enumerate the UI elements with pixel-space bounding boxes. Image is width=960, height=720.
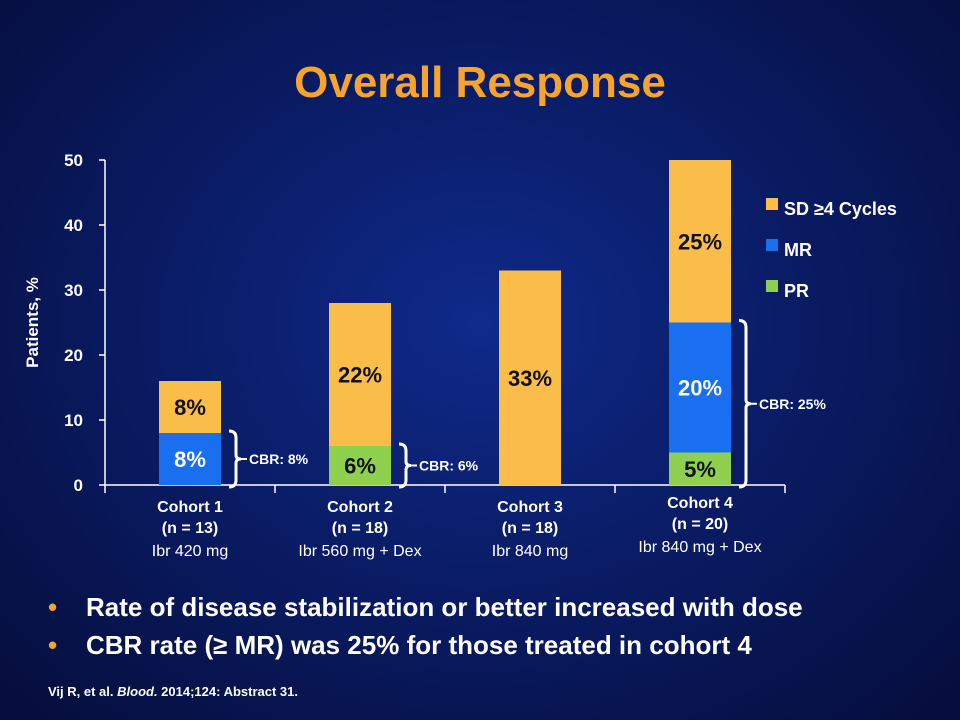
slide-title: Overall Response bbox=[294, 58, 666, 107]
cbr-bracket bbox=[738, 319, 752, 489]
legend-label: MR bbox=[784, 240, 812, 260]
chart-labels: 6% 5% 8% 20% 8% 22% 33% 25% CBR: 8% CBR: 6% CBR: 2… bbox=[174, 229, 826, 489]
citation-details: 2014;124: Abstract 31. bbox=[157, 684, 298, 699]
x-tick-label: Cohort 2 bbox=[327, 499, 393, 516]
y-tick-label: 20 bbox=[64, 346, 83, 365]
citation-journal: Blood. bbox=[117, 684, 158, 699]
bullet-text: CBR rate (≥ MR) was 25% for those treate… bbox=[86, 630, 752, 660]
citation: Vij R, et al. Blood. 2014;124: Abstract … bbox=[48, 684, 298, 699]
chart-bars bbox=[159, 160, 731, 485]
bullet-item: • CBR rate (≥ MR) was 25% for those trea… bbox=[48, 626, 928, 664]
x-tick-sublabel: Ibr 560 mg + Dex bbox=[298, 543, 421, 560]
legend-label: PR bbox=[784, 281, 809, 301]
chart-axes: 0 10 20 30 40 50 Patients, % Cohort 1 (n = 13) Ib… bbox=[23, 151, 786, 560]
data-label: 5% bbox=[684, 457, 716, 482]
legend-label: SD ≥4 Cycles bbox=[784, 199, 897, 219]
data-label: 8% bbox=[174, 395, 206, 420]
cbr-annotation: CBR: 8% bbox=[249, 451, 309, 467]
bar-segment bbox=[329, 303, 391, 446]
bullet-icon: • bbox=[48, 630, 58, 660]
data-label: 25% bbox=[678, 229, 722, 254]
citation-authors: Vij R, et al. bbox=[48, 684, 118, 699]
y-axis-label: Patients, % bbox=[23, 277, 42, 368]
y-tick-label: 30 bbox=[64, 281, 83, 300]
x-tick-label: (n = 20) bbox=[672, 516, 728, 533]
legend-swatch bbox=[766, 198, 778, 210]
bar-segment bbox=[669, 322, 731, 453]
bullet-icon: • bbox=[48, 592, 58, 622]
bar-segment bbox=[669, 452, 731, 485]
x-tick-label: Cohort 3 bbox=[497, 499, 563, 516]
legend-swatch bbox=[766, 280, 778, 292]
y-tick-label: 10 bbox=[64, 411, 83, 430]
data-label: 22% bbox=[338, 363, 382, 388]
bar-segment bbox=[159, 381, 221, 433]
bullet-item: • Rate of disease stabilization or bette… bbox=[48, 588, 928, 626]
x-tick-sublabel: Ibr 840 mg bbox=[492, 543, 568, 560]
x-tick-label: (n = 18) bbox=[332, 520, 388, 537]
chart-legend: SD ≥4 Cycles MR PR bbox=[766, 198, 897, 301]
x-tick-label: Cohort 4 bbox=[667, 495, 733, 512]
bar-segment bbox=[499, 270, 561, 485]
data-label: 8% bbox=[174, 447, 206, 472]
cbr-annotation: CBR: 25% bbox=[759, 396, 826, 412]
y-tick-label: 40 bbox=[64, 216, 83, 235]
cbr-bracket bbox=[398, 442, 412, 489]
bar-segment bbox=[669, 160, 731, 323]
y-tick-label: 50 bbox=[64, 151, 83, 170]
data-label: 33% bbox=[508, 366, 552, 391]
cbr-bracket bbox=[228, 429, 242, 489]
data-label: 20% bbox=[678, 376, 722, 401]
bar-segment bbox=[329, 446, 391, 485]
x-tick-label: (n = 18) bbox=[502, 520, 558, 537]
x-tick-sublabel: Ibr 840 mg + Dex bbox=[638, 539, 761, 556]
bar-segment bbox=[159, 433, 221, 485]
y-tick-label: 0 bbox=[74, 476, 83, 495]
legend-swatch bbox=[766, 239, 778, 251]
x-tick-label: (n = 13) bbox=[162, 520, 218, 537]
cbr-annotation: CBR: 6% bbox=[419, 458, 479, 474]
x-tick-sublabel: Ibr 420 mg bbox=[152, 543, 228, 560]
bullet-list: • Rate of disease stabilization or bette… bbox=[48, 588, 928, 664]
bullet-text: Rate of disease stabilization or better … bbox=[86, 592, 803, 622]
data-label: 6% bbox=[344, 454, 376, 479]
x-tick-label: Cohort 1 bbox=[157, 499, 223, 516]
